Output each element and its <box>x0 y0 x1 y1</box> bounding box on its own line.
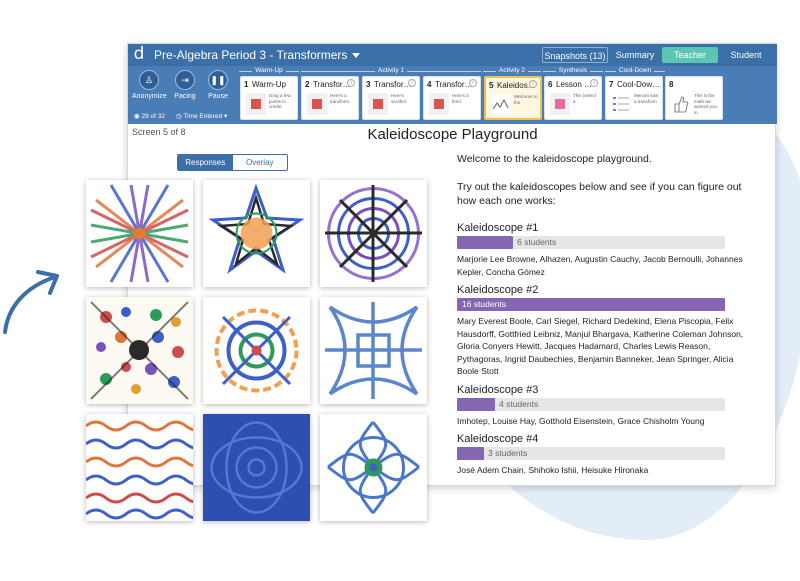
class-title: Pre-Algebra Period 3 - Transformers <box>154 48 348 62</box>
eye-icon: ◉ <box>134 113 140 120</box>
screen-card-3[interactable]: 3 Transfor… i Here's another <box>362 76 420 120</box>
intro-prompt: Try out the kaleidoscopes below and see … <box>457 181 742 207</box>
screen-thumbnail <box>429 93 449 115</box>
intro-text: Welcome to the kaleidoscope playground. <box>457 153 652 165</box>
thumbs-up-icon <box>671 93 691 115</box>
response-count-bar[interactable]: 4 students <box>457 397 725 411</box>
pacing-button[interactable]: ⇥ Pacing <box>168 70 202 100</box>
kaleidoscope-group: Kaleidoscope #1 6 students Marjorie Lee Br… <box>457 222 757 278</box>
kaleidoscope-title: Kaleidoscope #4 <box>457 433 539 445</box>
overlay-toggle[interactable]: Overlay <box>245 158 274 167</box>
view-toggle: Responses Overlay <box>177 154 288 171</box>
screen-card-5[interactable]: 5 Kaleidos… i Welcome to the <box>484 76 542 120</box>
response-count-label: 16 students <box>462 299 506 309</box>
kaleidoscope-group: Kaleidoscope #3 4 students Imhotep, Louise… <box>457 384 757 428</box>
time-filter-label: Time Entered <box>183 113 223 120</box>
page-title: Kaleidoscope Playground <box>367 126 538 143</box>
section-cool-down: Cool-Down <box>605 67 665 75</box>
chevron-down-icon: ▾ <box>223 113 228 120</box>
tab-summary[interactable]: Summary <box>615 50 655 60</box>
responses-toggle[interactable]: Responses <box>178 155 233 170</box>
chevron-down-icon <box>352 52 361 58</box>
info-icon[interactable]: i <box>590 79 598 87</box>
response-count-label: 4 students <box>499 398 539 409</box>
info-icon[interactable]: i <box>408 79 416 87</box>
response-count-fill <box>457 298 725 311</box>
screen-thumbnail <box>550 93 570 115</box>
kaleidoscope-thumbnail[interactable] <box>320 414 427 521</box>
screen-card-2[interactable]: 2 Transfor… i Here's a transform <box>301 76 359 120</box>
screen-card-6[interactable]: 6 Lesson … i This (select a <box>544 76 602 120</box>
anonymize-label: Anonymize <box>132 93 167 100</box>
screen-thumbnail <box>246 93 266 115</box>
pacing-label: Pacing <box>174 93 196 100</box>
kaleidoscope-thumbnail[interactable] <box>86 180 193 287</box>
screen-thumbnail <box>307 93 327 115</box>
info-icon[interactable]: i <box>469 79 477 87</box>
kaleidoscope-group: Kaleidoscope #2 16 students Mary Everest B… <box>457 284 757 378</box>
tab-student[interactable]: Student <box>730 50 762 60</box>
time-filter-dropdown[interactable]: ◷ Time Entered ▾ <box>176 112 227 120</box>
student-names: Marjorie Lee Browne, Alhazen, Augustin C… <box>457 254 743 277</box>
pacing-icon: ⇥ <box>175 70 195 90</box>
response-count-label: 3 students <box>488 448 528 458</box>
toolbar: ♙ Anonymize ⇥ Pacing ❚❚ Pause ◉ 29 of 32… <box>128 66 777 124</box>
student-count-label: 29 of 32 <box>141 113 165 120</box>
anonymize-button[interactable]: ♙ Anonymize <box>132 70 167 100</box>
section-synthesis: Synthesis <box>543 67 603 75</box>
section-activity-1: Activity 1 <box>301 67 481 75</box>
desmos-logo: d <box>133 44 145 64</box>
response-count-fill <box>457 397 495 411</box>
tab-snapshots[interactable]: Snapshots (13) <box>542 47 608 63</box>
kaleidoscope-thumbnail[interactable] <box>203 297 310 404</box>
arrow-icon <box>3 270 59 334</box>
screen-card-7[interactable]: 7 Cool-Dow… Mercea saw a transform <box>605 76 663 120</box>
response-count-fill <box>457 447 484 460</box>
section-warm-up: Warm-Up <box>239 67 299 75</box>
pause-label: Pause <box>208 93 228 100</box>
section-activity-2: Activity 2 <box>483 67 541 75</box>
screen-card-4[interactable]: 4 Transfor… i Here's a third <box>423 76 481 120</box>
dashboard-window: d Pre-Algebra Period 3 - Transformers Sn… <box>127 43 777 486</box>
kaleidoscope-title: Kaleidoscope #1 <box>457 222 539 234</box>
response-count-bar[interactable]: 16 students <box>457 298 725 311</box>
screen-thumbnail <box>491 94 511 116</box>
student-names: Imhotep, Louise Hay, Gotthold Eisenstein… <box>457 415 705 426</box>
kaleidoscope-group: Kaleidoscope #4 3 students José Adem Chain… <box>457 433 757 477</box>
response-count-bar[interactable]: 6 students <box>457 236 725 249</box>
kaleidoscope-thumbnail[interactable] <box>320 297 427 404</box>
screen-position: Screen 5 of 8 <box>132 127 186 137</box>
anonymize-icon: ♙ <box>139 70 159 90</box>
screen-card-8[interactable]: 8 This is the math we wanted you to <box>665 76 723 120</box>
tab-teacher[interactable]: Teacher <box>662 47 718 63</box>
pause-icon: ❚❚ <box>208 70 228 90</box>
class-selector[interactable]: Pre-Algebra Period 3 - Transformers <box>154 48 361 62</box>
kaleidoscope-title: Kaleidoscope #3 <box>457 383 539 396</box>
screen-thumbnail <box>368 93 388 115</box>
header-bar: d Pre-Algebra Period 3 - Transformers Sn… <box>128 44 777 66</box>
screen-card-1[interactable]: 1 Warm-Up Drag a few points to create <box>240 76 298 120</box>
response-summary: Welcome to the kaleidoscope playground. … <box>457 152 757 483</box>
student-count: ◉ 29 of 32 <box>134 112 165 120</box>
response-count-label: 6 students <box>517 237 557 247</box>
kaleidoscope-thumbnail[interactable] <box>86 414 193 521</box>
response-gallery <box>86 180 430 522</box>
clock-icon: ◷ <box>176 113 182 120</box>
student-names: José Adem Chain, Shihoko Ishii, Heisuke … <box>457 465 649 475</box>
response-count-fill <box>457 236 513 249</box>
kaleidoscope-thumbnail[interactable] <box>203 414 310 521</box>
kaleidoscope-thumbnail[interactable] <box>203 180 310 287</box>
info-icon[interactable]: i <box>529 80 537 88</box>
response-count-bar[interactable]: 3 students <box>457 447 725 460</box>
pause-button[interactable]: ❚❚ Pause <box>201 70 235 100</box>
kaleidoscope-thumbnail[interactable] <box>320 180 427 287</box>
screen-thumbnail <box>611 93 631 115</box>
kaleidoscope-thumbnail[interactable] <box>86 297 193 404</box>
student-names: Mary Everest Boole, Carl Siegel, Richard… <box>457 316 744 376</box>
kaleidoscope-title: Kaleidoscope #2 <box>457 284 539 296</box>
info-icon[interactable]: i <box>347 79 355 87</box>
